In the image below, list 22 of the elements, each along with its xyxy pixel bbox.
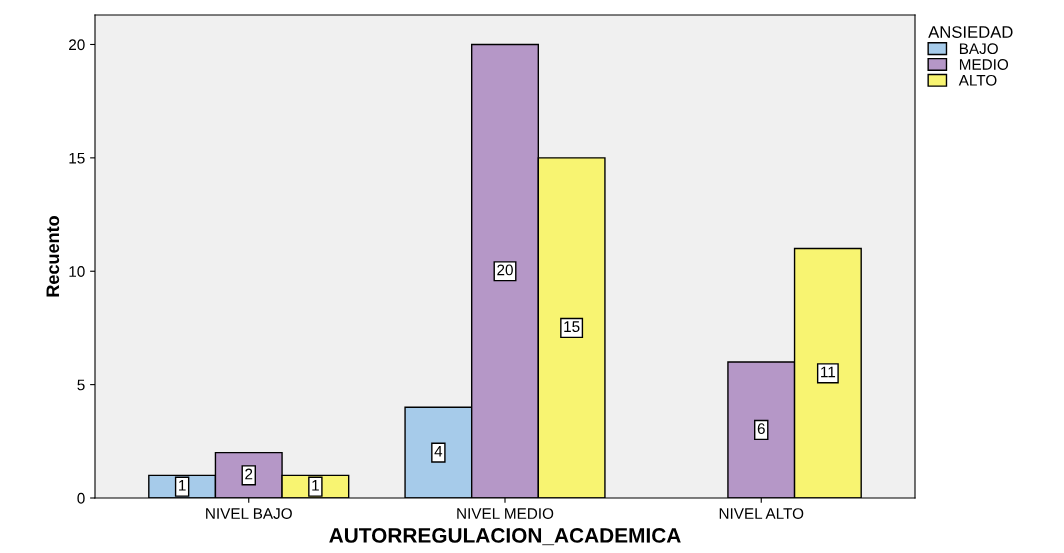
y-tick-label: 5 bbox=[77, 379, 85, 391]
y-tick-label: 0 bbox=[77, 492, 85, 504]
data-label: 2 bbox=[245, 468, 253, 480]
data-label: 6 bbox=[757, 423, 765, 435]
y-tick-label: 20 bbox=[69, 39, 85, 51]
y-axis-title: Recuento bbox=[46, 216, 60, 297]
data-label: 15 bbox=[564, 321, 580, 333]
legend-label: ALTO bbox=[958, 74, 997, 86]
x-axis-title: AUTORREGULACION_ACADEMICA bbox=[329, 528, 681, 546]
legend-label: BAJO bbox=[959, 43, 998, 55]
data-label: 20 bbox=[497, 264, 513, 276]
x-tick-label: NIVEL BAJO bbox=[206, 508, 292, 519]
y-tick-label: 15 bbox=[69, 152, 85, 164]
data-label: 11 bbox=[821, 366, 836, 378]
legend-label: MEDIO bbox=[959, 59, 1009, 70]
y-tick-label: 10 bbox=[69, 266, 85, 277]
legend-title: ANSIEDAD bbox=[928, 26, 1013, 38]
x-tick-label: NIVEL ALTO bbox=[719, 508, 804, 519]
data-label: 1 bbox=[312, 480, 319, 491]
x-tick-label: NIVEL MEDIO bbox=[457, 508, 554, 519]
data-label: 4 bbox=[434, 446, 443, 457]
data-label: 1 bbox=[179, 480, 186, 491]
